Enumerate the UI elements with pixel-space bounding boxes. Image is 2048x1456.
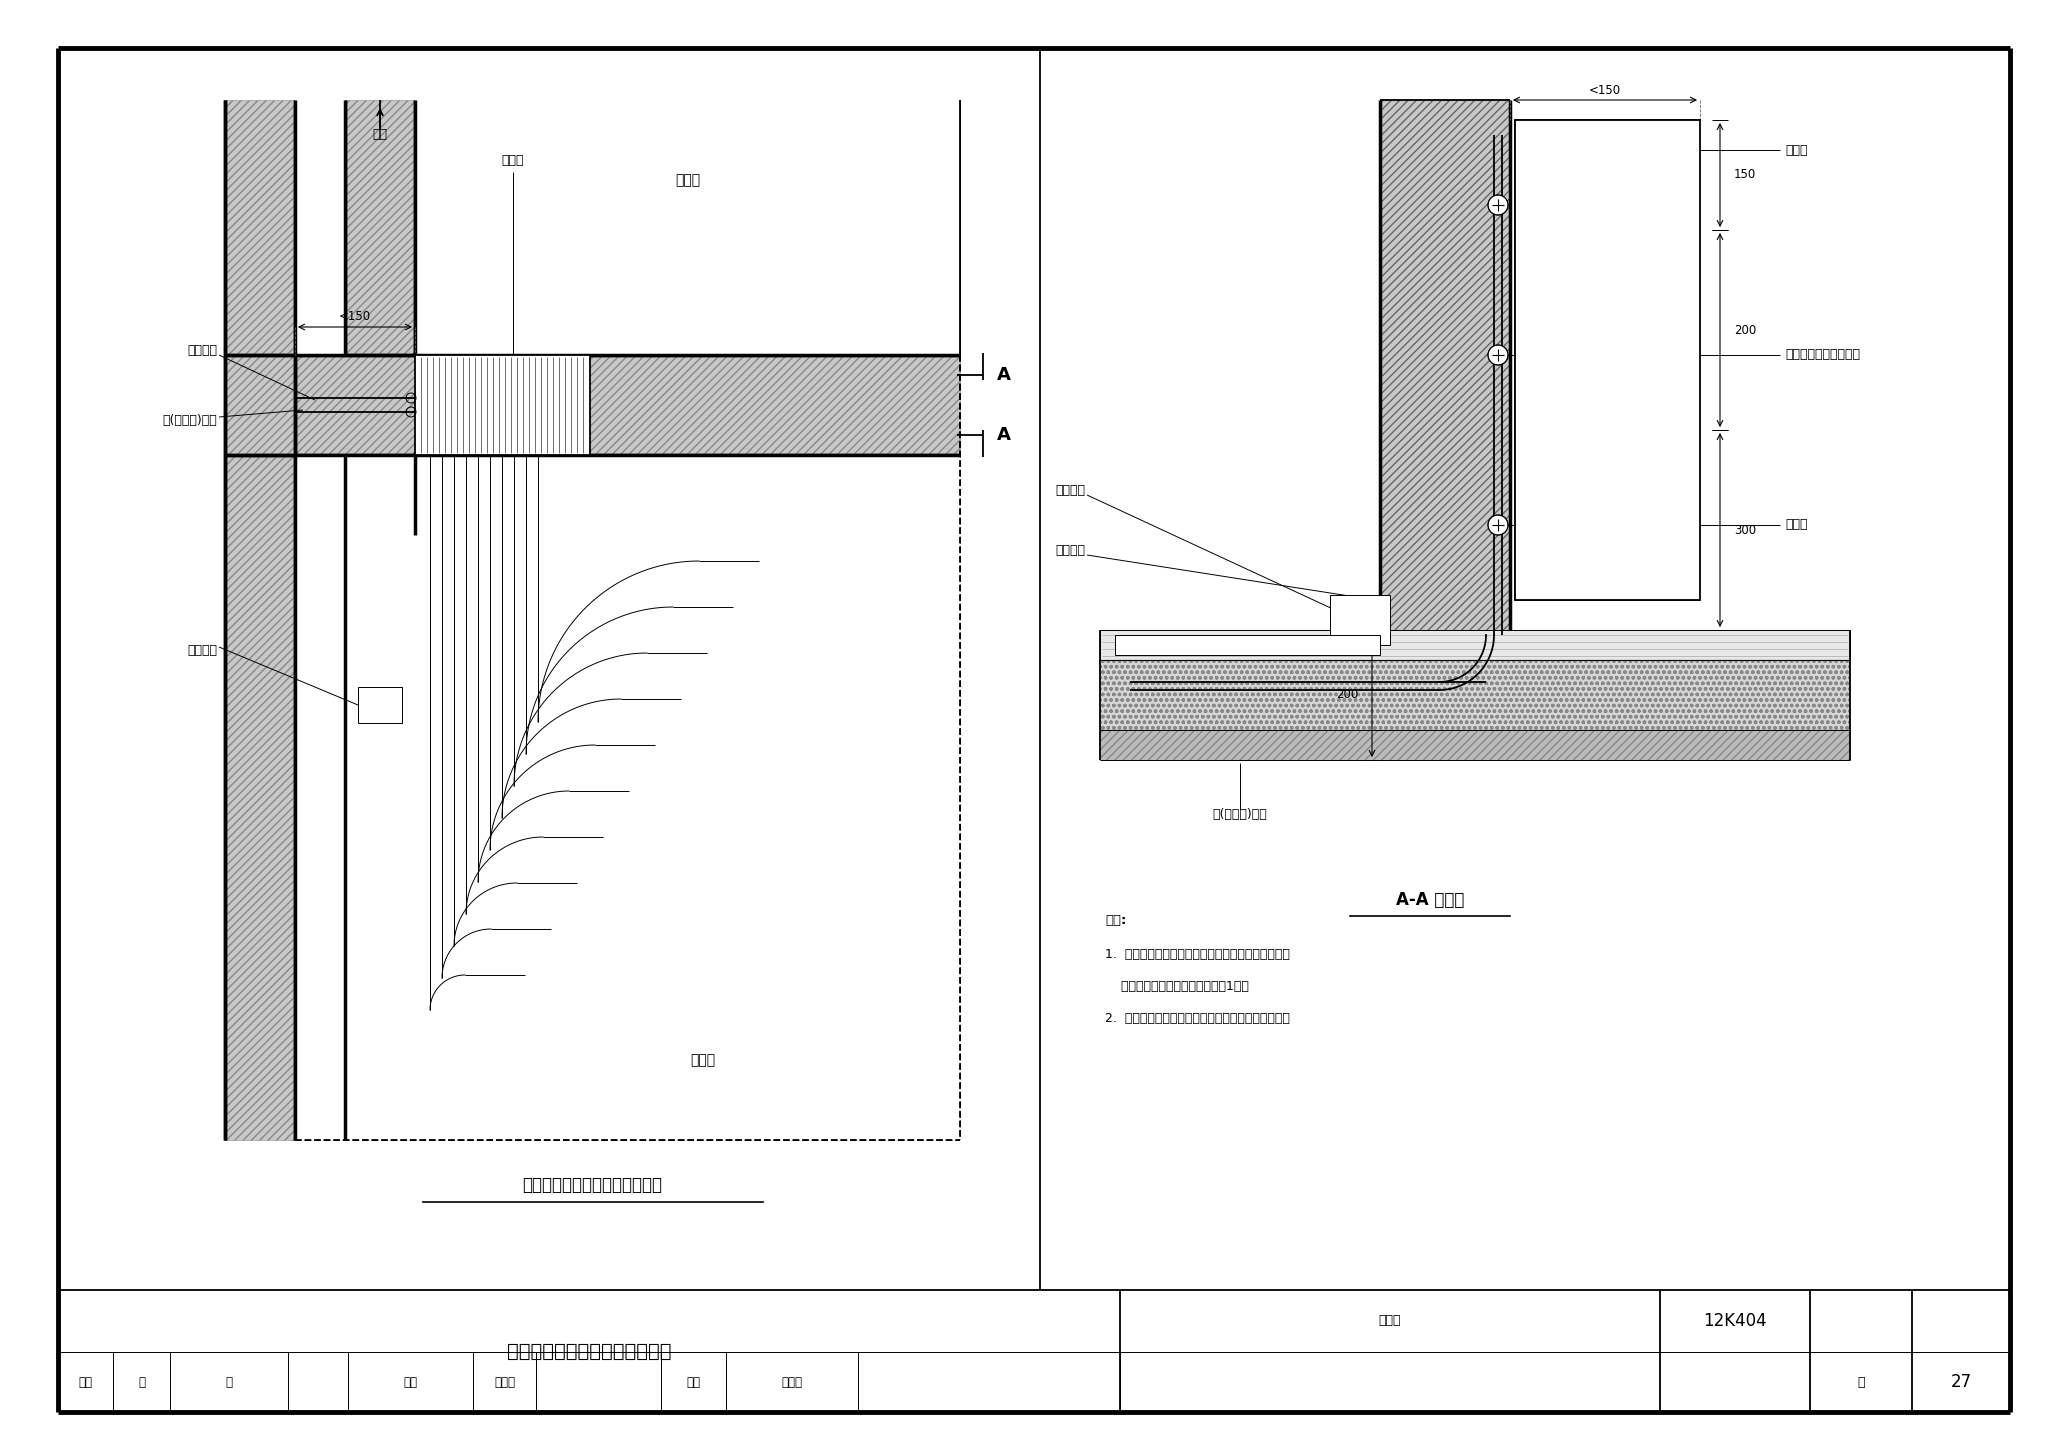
- Text: 房间一: 房间一: [676, 173, 700, 186]
- Text: 内墙: 内墙: [373, 128, 387, 141]
- Text: 波: 波: [225, 1376, 233, 1389]
- Bar: [1380, 100, 1509, 630]
- Text: 任兆成: 任兆成: [494, 1376, 514, 1389]
- Text: 房间二: 房间二: [690, 1053, 715, 1067]
- Text: 柔性套管: 柔性套管: [186, 644, 217, 657]
- Text: 1.  分水器、集水器后面出管穿墙安装应在内墙开洞，: 1. 分水器、集水器后面出管穿墙安装应在内墙开洞，: [1106, 948, 1290, 961]
- Text: 设计: 设计: [686, 1376, 700, 1389]
- Bar: [295, 100, 344, 355]
- Text: 弯管卡: 弯管卡: [1786, 518, 1808, 531]
- Text: 钢(硬塑料)套管: 钢(硬塑料)套管: [162, 414, 217, 427]
- Text: 2.  钢套管后面加热管密集处应设塑料管或波纹套管。: 2. 钢套管后面加热管密集处应设塑料管或波纹套管。: [1106, 1012, 1290, 1025]
- Text: 图集号: 图集号: [1378, 1315, 1401, 1328]
- Text: 校对: 校对: [403, 1376, 418, 1389]
- Bar: [1114, 635, 1380, 655]
- Text: 高: 高: [137, 1376, 145, 1389]
- Text: 黑色塑料管或波纹套管: 黑色塑料管或波纹套管: [1786, 348, 1860, 361]
- Text: 内墙开洞: 内墙开洞: [1055, 543, 1085, 556]
- Text: 12K404: 12K404: [1704, 1312, 1767, 1329]
- Bar: [225, 100, 295, 1140]
- Text: <150: <150: [338, 310, 371, 323]
- Text: A-A 剖面图: A-A 剖面图: [1397, 891, 1464, 909]
- Text: 150: 150: [1735, 169, 1757, 182]
- Text: 暗装箱: 暗装箱: [1786, 144, 1808, 156]
- Bar: [1100, 729, 1849, 760]
- Bar: [1100, 660, 1849, 729]
- Bar: [416, 100, 961, 355]
- Text: <150: <150: [1589, 83, 1622, 96]
- Text: 页: 页: [1858, 1376, 1866, 1389]
- Circle shape: [1489, 345, 1507, 365]
- Text: 200: 200: [1735, 323, 1757, 336]
- Text: 300: 300: [1735, 524, 1755, 536]
- Bar: [295, 454, 961, 1140]
- Circle shape: [1489, 515, 1507, 534]
- Circle shape: [1489, 195, 1507, 215]
- Text: 柔性套管: 柔性套管: [1055, 483, 1085, 496]
- Text: A: A: [997, 427, 1012, 444]
- Text: 27: 27: [1950, 1373, 1972, 1390]
- Text: 邓有源: 邓有源: [782, 1376, 803, 1389]
- Text: 分集水器后面出管穿墙安装做法: 分集水器后面出管穿墙安装做法: [506, 1341, 672, 1360]
- Bar: [295, 355, 961, 454]
- Text: A: A: [997, 365, 1012, 384]
- Text: 供回水管: 供回水管: [186, 344, 217, 357]
- Bar: [358, 687, 401, 724]
- Text: 预埋钢套管，其管径比加热管大1号。: 预埋钢套管，其管径比加热管大1号。: [1106, 980, 1249, 993]
- Text: 200: 200: [1335, 689, 1358, 702]
- Text: 分集水器后面出管穿墙安装做法: 分集水器后面出管穿墙安装做法: [522, 1176, 662, 1194]
- Text: 审核: 审核: [78, 1376, 92, 1389]
- Bar: [344, 100, 416, 355]
- Text: 说明:: 说明:: [1106, 913, 1126, 926]
- Bar: [1329, 596, 1391, 645]
- Bar: [1100, 630, 1849, 660]
- Bar: [416, 355, 590, 454]
- Text: 暗装箱: 暗装箱: [502, 153, 524, 166]
- Text: 钢(硬塑料)套管: 钢(硬塑料)套管: [1212, 808, 1268, 821]
- Bar: [1516, 119, 1700, 600]
